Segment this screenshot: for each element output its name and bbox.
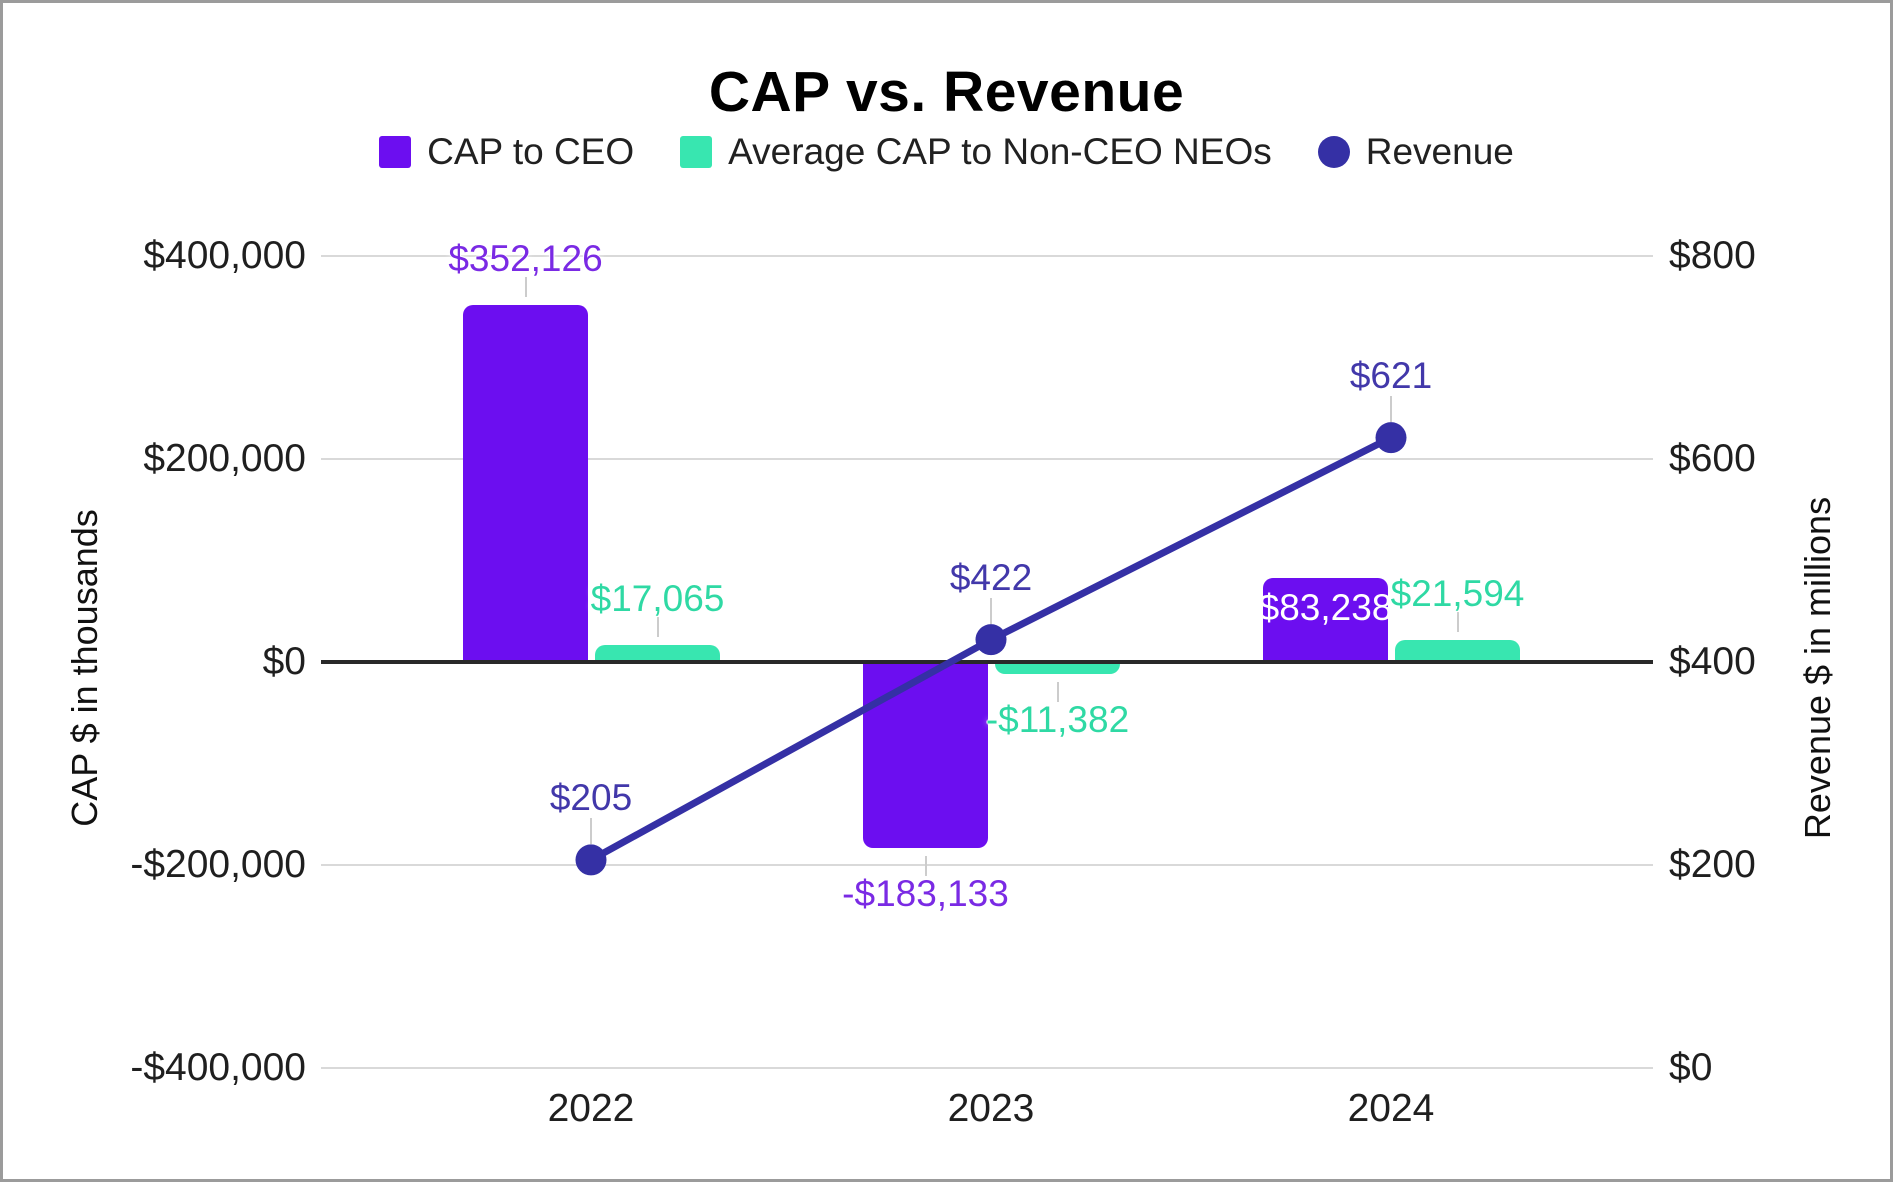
legend-label: CAP to CEO xyxy=(427,131,635,172)
legend-item-cap-to-ceo: CAP to CEO xyxy=(379,131,634,173)
label-cap-to-ceo-2022: $352,126 xyxy=(448,237,603,279)
legend-circle-icon xyxy=(1317,136,1350,168)
x-axis-label-2023: 2023 xyxy=(947,1087,1035,1130)
annotation-stem xyxy=(990,597,992,624)
label-revenue-2022: $205 xyxy=(549,776,633,818)
annotation-stem xyxy=(1056,681,1059,702)
right-axis-tick: $800 xyxy=(1669,234,1756,277)
bar-average-cap-to-non-ceo-neos-2024 xyxy=(1395,640,1520,662)
left-axis-tick: $0 xyxy=(262,640,306,683)
legend-label: Average CAP to Non-CEO NEOs xyxy=(728,131,1272,172)
bar-cap-to-ceo-2022 xyxy=(463,304,588,662)
gridline xyxy=(321,1067,1653,1069)
bar-cap-to-ceo-2024 xyxy=(1263,577,1388,662)
gridline xyxy=(321,255,1653,257)
legend-square-icon xyxy=(379,136,412,168)
right-axis-title: Revenue $ in millions xyxy=(1797,496,1838,840)
left-axis-tick: $400,000 xyxy=(143,234,306,277)
annotation-stem xyxy=(1456,612,1459,633)
left-axis-tick: $200,000 xyxy=(143,437,306,480)
label-average-cap-to-non-ceo-neos-2022: $17,065 xyxy=(590,577,725,619)
zero-baseline xyxy=(321,660,1653,664)
x-axis-label-2024: 2024 xyxy=(1347,1087,1435,1130)
legend-item-average-cap-to-non-ceo-neos: Average CAP to Non-CEO NEOs xyxy=(680,131,1272,173)
bar-cap-to-ceo-2023 xyxy=(863,662,988,848)
label-average-cap-to-non-ceo-neos-2023: -$11,382 xyxy=(985,698,1130,740)
label-revenue-2024: $621 xyxy=(1349,354,1433,396)
label-cap-to-ceo-2024: $83,238 xyxy=(1258,586,1393,628)
label-cap-to-ceo-2023: -$183,133 xyxy=(842,872,1009,914)
legend-label: Revenue xyxy=(1365,131,1514,172)
bar-average-cap-to-non-ceo-neos-2023 xyxy=(995,662,1120,674)
x-axis-label-2022: 2022 xyxy=(547,1087,635,1130)
label-average-cap-to-non-ceo-neos-2024: $21,594 xyxy=(1390,573,1525,615)
right-axis-tick: $200 xyxy=(1669,843,1756,886)
gridline xyxy=(321,864,1653,866)
left-axis-tick: -$200,000 xyxy=(130,843,306,886)
right-axis-tick: $600 xyxy=(1669,437,1756,480)
annotation-stem xyxy=(524,276,527,297)
label-revenue-2023: $422 xyxy=(949,556,1033,598)
annotation-stem xyxy=(1390,395,1392,422)
legend-item-revenue: Revenue xyxy=(1317,131,1514,173)
annotation-stem xyxy=(590,817,592,844)
revenue-point-2024 xyxy=(1375,422,1407,454)
right-axis-tick: $400 xyxy=(1669,640,1756,683)
revenue-line-layer xyxy=(575,422,1407,876)
bar-average-cap-to-non-ceo-neos-2022 xyxy=(595,644,720,662)
left-axis-title: CAP $ in thousands xyxy=(64,509,105,827)
left-axis-tick: -$400,000 xyxy=(130,1046,306,1089)
revenue-point-2022 xyxy=(575,844,607,876)
legend: CAP to CEO Average CAP to Non-CEO NEOs Rev… xyxy=(3,131,1890,173)
annotation-stem xyxy=(924,855,927,876)
gridline xyxy=(321,458,1653,460)
legend-square-icon xyxy=(680,136,713,168)
annotation-stem xyxy=(656,616,659,637)
right-axis-tick: $0 xyxy=(1669,1046,1713,1089)
chart-title: CAP vs. Revenue xyxy=(708,60,1185,124)
revenue-point-2023 xyxy=(975,624,1007,656)
